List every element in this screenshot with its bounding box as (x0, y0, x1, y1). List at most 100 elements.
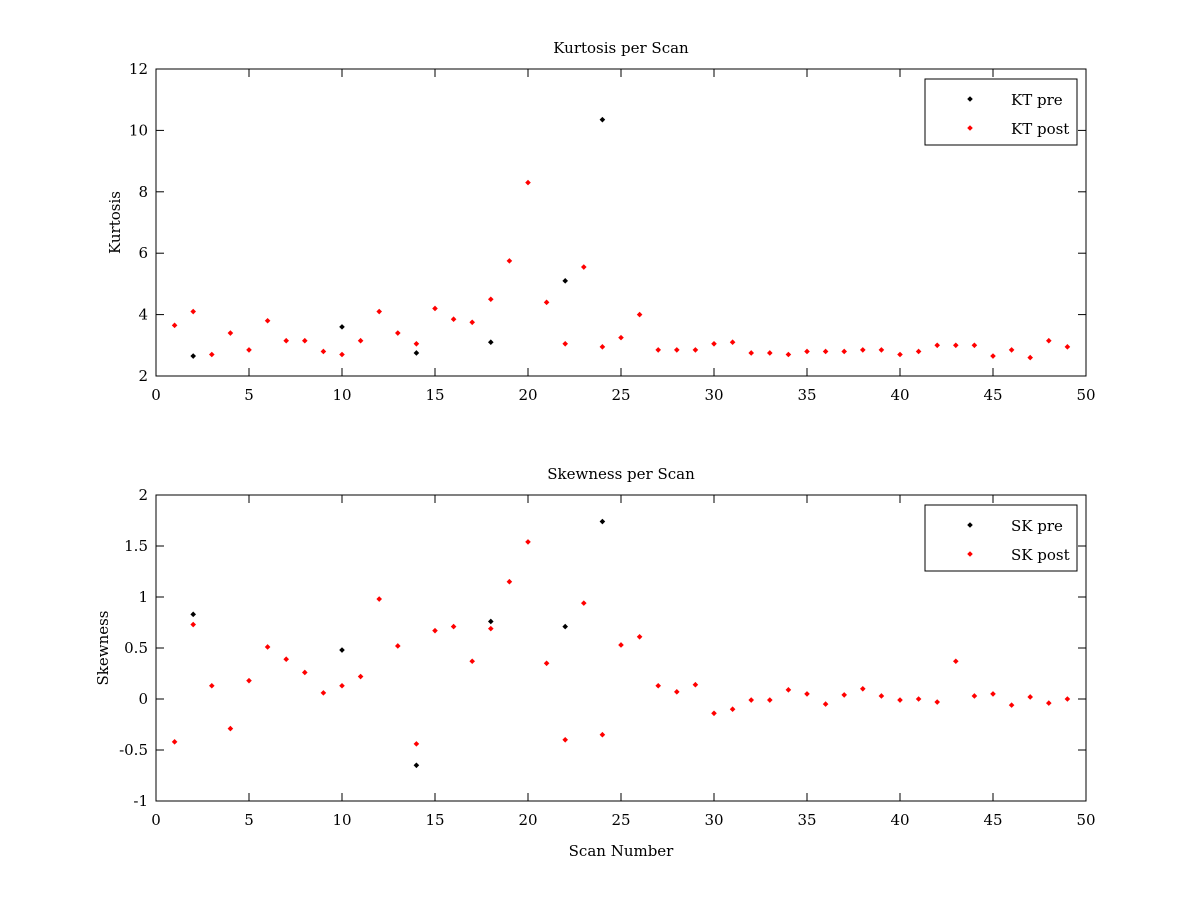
data-point (1046, 700, 1052, 706)
data-point (432, 627, 438, 634)
legend-marker (967, 96, 973, 102)
data-point (488, 618, 494, 625)
x-tick-label: 0 (151, 386, 161, 404)
data-point (636, 311, 643, 318)
x-tick-label: 15 (425, 811, 444, 829)
data-point (618, 642, 624, 648)
x-tick-label: 5 (244, 811, 254, 829)
data-point (376, 308, 382, 315)
data-point (581, 264, 587, 270)
data-point (767, 697, 773, 703)
legend-marker (967, 551, 973, 557)
data-point (395, 643, 401, 649)
y-axis-label: Skewness (94, 610, 112, 685)
data-point (227, 330, 234, 336)
data-point (376, 596, 382, 602)
data-point (506, 578, 513, 585)
data-point (190, 308, 196, 315)
data-point (339, 682, 345, 689)
data-point (562, 340, 568, 347)
x-tick-label: 40 (890, 386, 909, 404)
data-point (822, 348, 829, 355)
x-tick-label: 50 (1076, 811, 1095, 829)
data-point (692, 347, 699, 353)
data-point (934, 342, 940, 349)
y-tick-label: 6 (138, 244, 148, 262)
x-tick-label: 10 (332, 811, 351, 829)
data-point (525, 539, 531, 545)
data-point (785, 687, 792, 693)
data-point (171, 739, 178, 745)
data-point (488, 339, 494, 346)
data-point (804, 348, 810, 355)
data-point (1008, 702, 1015, 708)
data-point (804, 691, 810, 697)
data-point (581, 600, 587, 606)
data-point (934, 699, 940, 705)
legend-marker (967, 522, 973, 528)
x-tick-label: 40 (890, 811, 909, 829)
data-point (711, 710, 717, 717)
y-tick-label: -1 (133, 792, 148, 810)
data-point (599, 731, 606, 738)
data-point (488, 625, 494, 632)
y-tick-label: 0.5 (124, 639, 148, 657)
y-tick-label: 2 (138, 367, 148, 385)
x-tick-label: 5 (244, 386, 254, 404)
data-point (357, 673, 364, 680)
data-point (674, 689, 680, 695)
data-point (562, 278, 568, 284)
y-tick-label: 8 (138, 183, 148, 201)
x-tick-label: 45 (983, 811, 1002, 829)
data-point (897, 697, 903, 703)
x-tick-label: 20 (518, 386, 537, 404)
data-point (562, 737, 568, 743)
data-point (190, 353, 196, 359)
data-point (562, 623, 568, 630)
x-tick-label: 35 (797, 811, 816, 829)
data-point (599, 116, 606, 123)
legend: KT pre KT post (924, 78, 1078, 146)
data-point (1027, 354, 1033, 361)
x-tick-label: 45 (983, 386, 1002, 404)
data-point (990, 691, 996, 697)
data-point (878, 693, 885, 699)
y-axis-label: Kurtosis (106, 191, 124, 254)
y-tick-label: 0 (138, 690, 148, 708)
data-point (990, 353, 996, 359)
data-point (413, 340, 420, 347)
data-point (953, 658, 959, 665)
data-point (915, 696, 922, 702)
series-post (171, 179, 1071, 361)
data-point (283, 656, 289, 663)
data-point (302, 669, 308, 676)
y-tick-label: 12 (129, 60, 148, 78)
data-point (320, 690, 327, 696)
data-point (729, 339, 736, 346)
y-tick-label: 1 (138, 588, 148, 606)
data-point (209, 682, 215, 689)
data-point (841, 692, 847, 698)
data-point (822, 701, 829, 707)
data-point (599, 344, 606, 350)
chart-title: Skewness per Scan (547, 465, 695, 483)
data-point (246, 677, 252, 684)
data-point (413, 741, 420, 747)
data-point (339, 647, 345, 653)
data-point (636, 633, 643, 640)
data-point (729, 706, 736, 712)
y-tick-label: 1.5 (124, 537, 148, 555)
data-point (450, 623, 457, 630)
x-tick-label: 30 (704, 386, 723, 404)
data-point (283, 337, 289, 344)
x-tick-label: 30 (704, 811, 723, 829)
data-point (841, 348, 847, 355)
data-point (525, 179, 531, 186)
legend-box (924, 504, 1078, 572)
data-point (227, 725, 234, 732)
legend: SK pre SK post (924, 504, 1078, 572)
data-point (488, 296, 494, 303)
y-tick-label: 10 (129, 121, 148, 139)
